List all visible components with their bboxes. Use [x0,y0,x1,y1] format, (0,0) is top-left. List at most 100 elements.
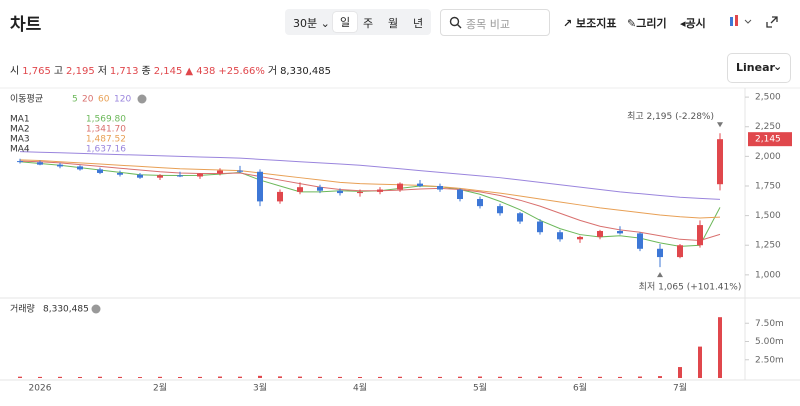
change-pct: +25.66% [218,66,265,77]
volume-bar [598,376,602,378]
price-tag-label: 2,145 [755,135,781,145]
interval-select[interactable]: 30분 ⌄ [293,17,330,30]
volume-bar [318,376,322,378]
volume-bar [38,376,42,378]
legend-name: MA1 [10,115,30,125]
candle-body [357,191,363,194]
candle-body [157,175,163,178]
low-marker [657,272,663,278]
volume-bar [58,376,62,378]
y-tick-label: 2.50m [755,355,784,365]
chart-type-icons[interactable] [728,13,788,31]
high-annotation: 최고 2,195 (-2.28%) [627,111,714,122]
candle-body [617,231,623,234]
candle-body [237,170,243,172]
candle-body [217,170,223,174]
candle-body [637,233,643,249]
legend-name: MA3 [10,135,30,145]
volume-bar [518,376,522,378]
volume-bar [138,377,142,378]
candle-body [337,190,343,194]
draw-label: 그리기 [636,17,667,30]
x-tick-label: 4월 [353,382,367,394]
legend-close [137,94,147,104]
legend-name: MA4 [10,145,30,155]
candle-body [457,189,463,200]
volume-label: 거 [267,66,278,77]
volume-bar [438,376,442,378]
candle-body [677,245,683,258]
change: ▲ 438 [185,66,216,77]
legend-period: 60 [98,95,110,105]
x-tick-label: 2026 [29,384,52,394]
candle-body [377,189,383,192]
volume-bar [398,376,402,378]
y-tick-label: 2,500 [755,93,781,103]
legend-value: 1,637.16 [86,145,126,155]
y-tick-label: 1,250 [755,241,781,251]
volume-bar [298,376,302,378]
volume-bar [718,317,722,378]
legend-period: 20 [82,95,94,105]
volume-bar [658,376,662,378]
low-annotation: 최저 1,065 (+101.41%) [639,282,742,293]
candle-body [197,173,203,177]
period-toolbar: 30분 ⌄ 일 주 월 년 [285,9,431,35]
candle-body [597,231,603,237]
legend-period: 120 [114,95,131,105]
indicator-button[interactable]: ↗ 보조지표 [563,17,617,30]
volume-bar [18,376,22,378]
candle-body [477,199,483,207]
legend-period: 5 [72,95,78,105]
volume-bar [278,376,282,378]
period-month[interactable]: 월 [388,17,399,30]
candle-body [697,225,703,246]
page-title: 차트 [10,15,42,35]
period-year[interactable]: 년 [413,17,424,30]
compare-search[interactable]: 종목 비교 [440,9,550,36]
volume-bar [98,376,102,378]
quote-label: 고 [53,66,64,77]
y-tick-label: 1,500 [755,211,781,221]
candle-body [37,162,43,165]
legend-value: 1,487.52 [86,135,126,145]
legend-title: 이동평균 [10,94,43,105]
high-marker [717,122,723,128]
volume-bar [378,376,382,378]
y-tick-label: 7.50m [755,319,784,329]
x-tick-label: 6월 [573,382,587,394]
notice-button[interactable]: ◂공시 [680,17,706,30]
legend-value: 1,341.70 [86,125,126,135]
scale-select[interactable]: Linear ⌄ [727,53,791,83]
candle-body [557,232,563,240]
candle-body [177,175,183,177]
y-tick-label: 1,750 [755,181,781,191]
candle-body [317,187,323,191]
volume-bar [498,376,502,378]
y-tick-label: 1,000 [755,270,781,280]
quote-label: 저 [97,66,107,77]
volume-title: 거래량 [10,303,35,315]
x-tick-label: 2월 [153,382,167,394]
period-week[interactable]: 주 [363,17,374,30]
search-icon [449,16,462,29]
volume-bar [158,376,162,378]
ma-line [19,160,721,241]
ma-line [19,151,721,200]
search-placeholder: 종목 비교 [466,18,510,31]
quote-value: 1,713 [109,66,139,77]
volume-bar [358,376,362,378]
period-day[interactable]: 일 [333,12,358,32]
volume-bar [118,376,122,378]
draw-button[interactable]: ✎그리기 [627,17,667,30]
ma-line [19,159,721,219]
scale-label: Linear [736,61,775,74]
volume-bar [218,376,222,378]
volume-bar [698,346,702,378]
candle-body [717,139,723,185]
candle-body [397,183,403,190]
volume-bar [558,376,562,378]
volume-bar [198,376,202,378]
candle-body [577,236,583,240]
